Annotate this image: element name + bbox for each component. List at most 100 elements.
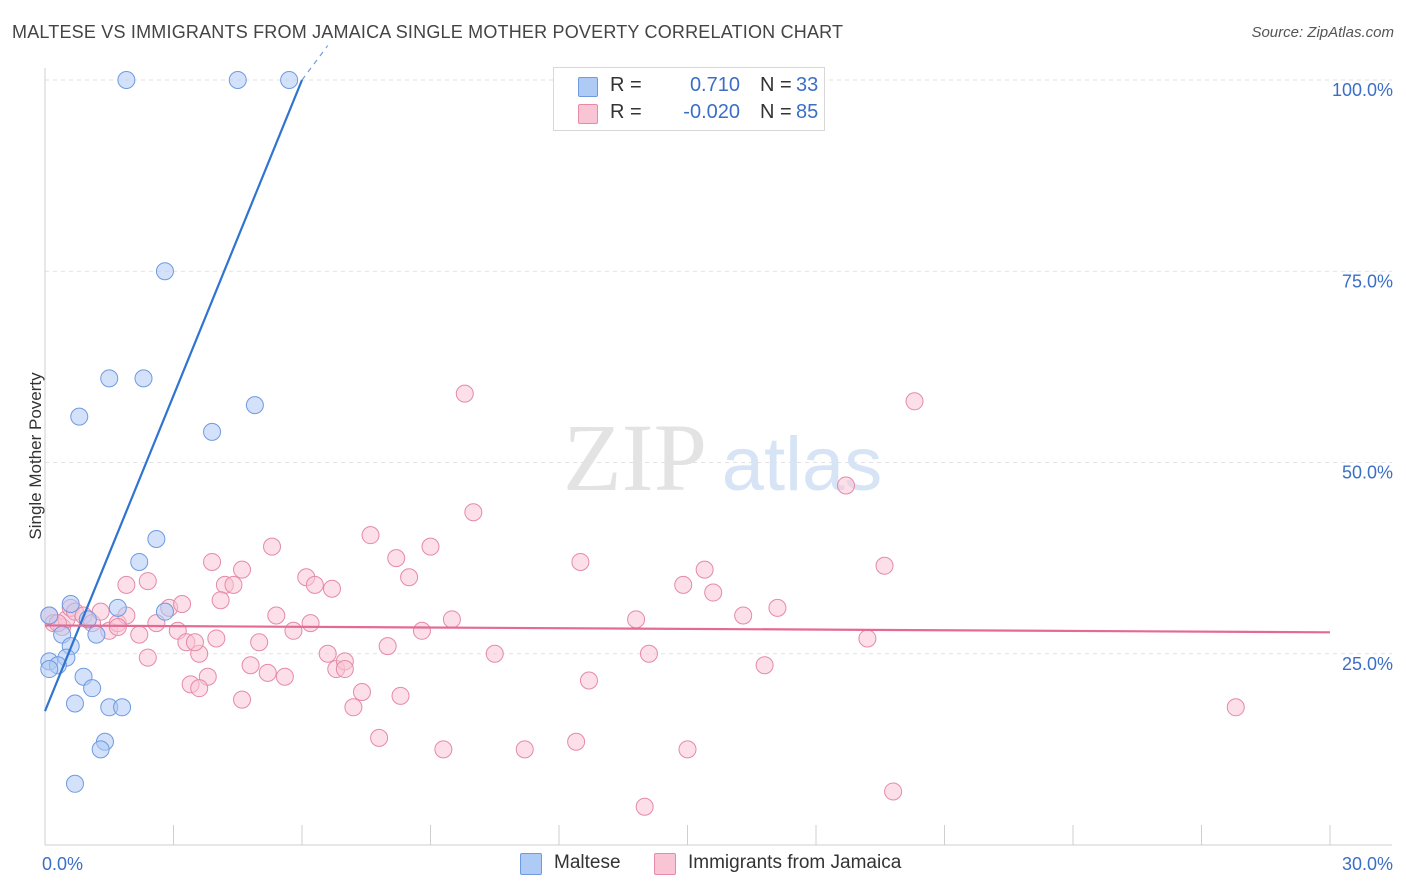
- data-point: [442, 610, 461, 629]
- data-point: [100, 369, 119, 388]
- data-point: [858, 629, 877, 648]
- data-point: [305, 575, 324, 594]
- data-point: [185, 633, 204, 652]
- data-point: [211, 591, 230, 610]
- data-point: [275, 667, 294, 686]
- legend-r-label: R =: [610, 74, 642, 96]
- data-point: [352, 683, 371, 701]
- source-label: Source: ZipAtlas.com: [1251, 24, 1394, 41]
- data-point: [421, 537, 440, 556]
- y-tick-label: 100.0%: [1332, 80, 1393, 100]
- data-point: [322, 579, 341, 598]
- data-point: [836, 476, 855, 495]
- data-point: [412, 621, 431, 640]
- bottom-legend-label: Maltese: [554, 852, 621, 873]
- data-point: [391, 686, 410, 705]
- data-point: [130, 625, 149, 644]
- data-point: [335, 660, 354, 679]
- data-point: [241, 656, 260, 675]
- data-point: [91, 740, 110, 759]
- chart-title: MALTESE VS IMMIGRANTS FROM JAMAICA SINGL…: [12, 22, 844, 42]
- y-axis-label: Single Mother Poverty: [26, 372, 45, 540]
- data-point: [344, 698, 363, 717]
- stats-legend: R = 0.710 N = 33 R = -0.020 N = 85: [553, 67, 825, 131]
- data-point: [117, 71, 136, 89]
- data-point: [378, 637, 397, 656]
- trend-line-jamaica: [44, 624, 1331, 634]
- data-point: [40, 606, 59, 625]
- data-point: [147, 530, 166, 548]
- axes: [44, 68, 1392, 846]
- data-point: [190, 679, 209, 698]
- data-point: [635, 797, 654, 816]
- data-point: [284, 621, 303, 640]
- data-point: [695, 560, 714, 579]
- data-point: [370, 728, 389, 747]
- data-point: [224, 575, 243, 594]
- data-point: [155, 262, 174, 281]
- data-point: [155, 602, 174, 621]
- data-point: [134, 369, 153, 388]
- data-point: [464, 503, 483, 522]
- data-point: [203, 422, 222, 441]
- data-point: [250, 633, 269, 652]
- data-point: [233, 560, 252, 579]
- data-point: [117, 575, 136, 594]
- data-point: [173, 595, 192, 614]
- data-point: [704, 583, 723, 602]
- data-point: [387, 549, 406, 568]
- data-point: [905, 392, 924, 411]
- data-point: [571, 552, 590, 571]
- data-point: [245, 396, 264, 415]
- data-point: [884, 782, 903, 801]
- y-tick-label: 25.0%: [1342, 654, 1393, 674]
- legend-swatch-jamaica: [578, 104, 598, 124]
- data-point: [207, 629, 226, 648]
- data-point: [138, 648, 157, 667]
- y-tick-label: 75.0%: [1342, 271, 1393, 291]
- data-point: [203, 552, 222, 571]
- data-point: [113, 698, 132, 717]
- watermark: ZIP atlas: [563, 404, 882, 511]
- grid-lines: [45, 79, 1392, 655]
- bottom-legend-swatch-maltese: [520, 853, 542, 875]
- legend-n-value: 33: [796, 74, 819, 96]
- data-point: [61, 595, 80, 614]
- data-point: [515, 740, 534, 759]
- series-jamaica-points: [40, 384, 1245, 816]
- data-point: [280, 71, 299, 89]
- y-tick-label: 50.0%: [1342, 463, 1393, 483]
- data-point: [228, 71, 247, 89]
- data-point: [768, 598, 787, 617]
- data-point: [434, 740, 453, 759]
- data-point: [130, 552, 149, 571]
- data-point: [258, 663, 277, 682]
- trend-line-maltese: [43, 79, 304, 712]
- data-point: [301, 614, 320, 633]
- data-point: [875, 556, 894, 575]
- legend-n-label: N =: [760, 74, 792, 96]
- data-point: [1226, 698, 1245, 717]
- data-point: [83, 679, 102, 698]
- data-point: [108, 617, 127, 636]
- data-point: [734, 606, 753, 625]
- legend-r-value: 0.710: [689, 74, 740, 96]
- tick-labels: 25.0% 50.0% 75.0% 100.0% 0.0% 30.0%: [42, 80, 1393, 874]
- x-tick-label: 0.0%: [42, 854, 83, 874]
- data-point: [318, 644, 337, 663]
- legend-n-label: N =: [760, 101, 792, 123]
- legend-n-value: 85: [796, 101, 819, 123]
- legend-swatch-maltese: [578, 77, 598, 97]
- data-point: [627, 610, 646, 629]
- data-point: [755, 656, 774, 675]
- bottom-legend-label: Immigrants from Jamaica: [688, 852, 902, 873]
- data-point: [361, 526, 380, 545]
- data-point: [400, 568, 419, 587]
- watermark-atlas: atlas: [722, 422, 883, 507]
- trend-lines: [43, 45, 1331, 712]
- data-point: [65, 694, 84, 713]
- data-point: [40, 660, 59, 679]
- bottom-legend-swatch-jamaica: [654, 853, 676, 875]
- data-point: [263, 537, 282, 556]
